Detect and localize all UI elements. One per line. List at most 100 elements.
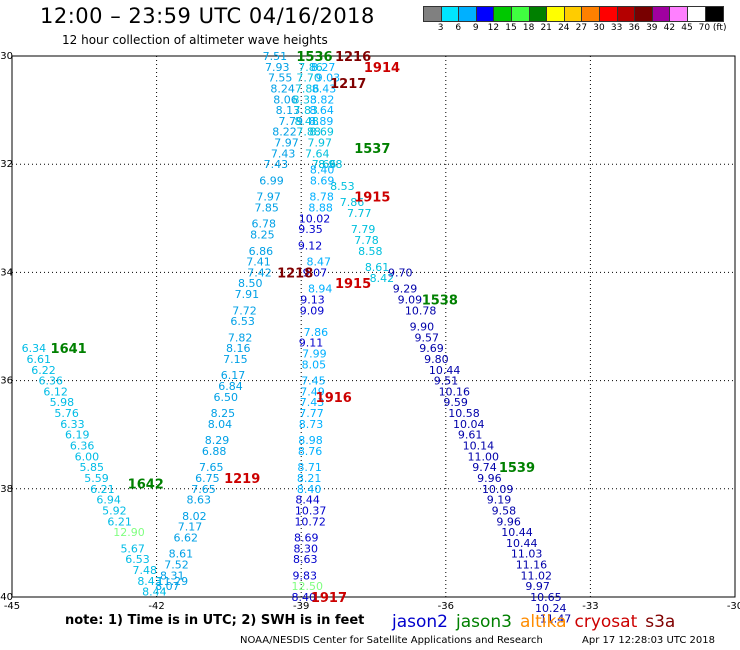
wave-height-point: 8.29 xyxy=(205,434,230,447)
pass-time-label: 1537 xyxy=(354,142,390,157)
pass-time-label: 1641 xyxy=(51,342,87,357)
wave-height-point: 8.82 xyxy=(310,93,335,106)
pass-time-label: 1217 xyxy=(330,77,366,92)
wave-height-point: 8.40 xyxy=(310,164,335,177)
wave-height-point: 9.09 xyxy=(398,293,423,306)
wave-height-point: 8.48 xyxy=(294,115,319,128)
wave-height-point: 7.77 xyxy=(347,207,372,220)
pass-time-label: 1915 xyxy=(354,191,390,206)
wave-height-point: 12.90 xyxy=(113,526,145,539)
wave-height-point: 9.13 xyxy=(300,293,325,306)
wave-height-point: 6.34 xyxy=(22,342,47,355)
x-tick-label: -45 xyxy=(4,601,20,612)
wave-height-point: 8.98 xyxy=(298,434,323,447)
wave-height-point: 7.82 xyxy=(228,331,253,344)
wave-height-point: 8.02 xyxy=(182,510,207,523)
wave-height-point: 10.09 xyxy=(482,483,514,496)
wave-height-point: 9.19 xyxy=(487,494,512,507)
wave-height-point: 8.88 xyxy=(308,201,333,214)
wave-height-point: 6.99 xyxy=(259,174,284,187)
wave-height-point: 6.53 xyxy=(230,315,255,328)
pass-time-label: 1539 xyxy=(499,461,535,476)
x-tick-label: -42 xyxy=(148,601,164,612)
color-scale-label: 15 xyxy=(505,23,517,33)
wave-height-point: 9.90 xyxy=(410,321,435,334)
wave-height-point: 7.64 xyxy=(305,147,330,160)
wave-height-point: 7.83 xyxy=(293,104,318,117)
wave-height-point: 5.92 xyxy=(102,504,127,517)
wave-height-point: 10.44 xyxy=(429,364,461,377)
wave-height-point: 8.53 xyxy=(330,180,355,193)
wave-height-point: 8.58 xyxy=(358,245,383,258)
wave-height-point: 6.36 xyxy=(39,375,64,388)
color-scale-label: 27 xyxy=(575,23,588,33)
wave-height-point: 8.43 xyxy=(137,575,162,588)
wave-height-point: 8.40 xyxy=(297,483,322,496)
y-tick-label: -38 xyxy=(0,484,13,495)
legend-entry-jason2: jason2 xyxy=(392,612,448,632)
wave-height-point: 7.79 xyxy=(351,223,376,236)
color-scale-label: 6 xyxy=(455,23,462,33)
wave-height-point: 7.15 xyxy=(223,353,248,366)
wave-height-point: 6.78 xyxy=(252,218,277,231)
units-note: note: 1) Time is in UTC; 2) SWH is in fe… xyxy=(65,613,365,628)
wave-height-point: 8.69 xyxy=(294,531,319,544)
pass-time-label: 1642 xyxy=(128,477,164,492)
x-tick-label: -30 xyxy=(727,601,740,612)
color-swatch xyxy=(704,6,725,22)
color-scale-label: 45 xyxy=(681,23,693,33)
wave-height-point: 7.77 xyxy=(299,407,324,420)
wave-height-point: 7.51 xyxy=(263,50,288,63)
satellite-legend: jason2 jason3 altika cryosat s3a xyxy=(392,612,683,632)
wave-height-point: 6.21 xyxy=(90,483,115,496)
wave-height-point: 7.48 xyxy=(133,564,158,577)
wave-height-point: 8.43 xyxy=(312,82,337,95)
pass-time-label: 1914 xyxy=(364,61,400,76)
wave-height-point: 7.86 xyxy=(298,61,323,74)
wave-height-point: 9.51 xyxy=(434,375,459,388)
pass-time-label: 1538 xyxy=(422,293,458,308)
wave-height-point: 7.88 xyxy=(296,126,321,139)
wave-height-point: 10.04 xyxy=(453,418,485,431)
pass-time-label: 1219 xyxy=(224,472,260,487)
wave-height-point: 8.25 xyxy=(211,407,236,420)
wave-height-point: 8.04 xyxy=(208,418,233,431)
wave-height-point: 8.16 xyxy=(226,342,251,355)
wave-height-point: 10.58 xyxy=(448,407,480,420)
wave-height-point: 8.22 xyxy=(272,126,297,139)
wave-height-point: 7.97 xyxy=(307,137,332,150)
legend-entry-jason3: jason3 xyxy=(456,612,512,632)
chart-title: 12:00 – 23:59 UTC 04/16/2018 xyxy=(40,4,375,28)
wave-height-point: 10.24 xyxy=(535,602,567,615)
wave-height-point: 11.29 xyxy=(157,575,189,588)
wave-height-point: 9.61 xyxy=(458,429,483,442)
color-scale-label: 3 xyxy=(437,23,444,33)
wave-height-point: 8.47 xyxy=(307,256,332,269)
wave-height-point: 6.86 xyxy=(249,245,273,258)
x-tick-label: -36 xyxy=(438,601,454,612)
wave-height-point: 7.42 xyxy=(247,266,272,279)
wave-height-point: 7.43 xyxy=(264,158,289,171)
wave-height-point: 8.61 xyxy=(169,548,194,561)
wave-height-point: 7.65 xyxy=(191,483,216,496)
wave-height-point: 8.69 xyxy=(310,174,335,187)
wave-height-point: 6.75 xyxy=(195,472,220,485)
x-tick-label: -33 xyxy=(582,601,598,612)
legend-entry-s3a: s3a xyxy=(645,612,676,632)
pass-time-label: 1536 xyxy=(296,50,332,65)
wave-height-point: 9.69 xyxy=(419,342,444,355)
wave-height-point: 9.11 xyxy=(299,337,324,350)
wave-height-point: 7.99 xyxy=(302,348,327,361)
wave-height-point: 8.64 xyxy=(309,104,334,117)
wave-height-point: 7.43 xyxy=(271,147,296,160)
pass-time-label: 1916 xyxy=(316,391,352,406)
wave-height-point: 6.50 xyxy=(213,391,238,404)
wave-height-point: 8.25 xyxy=(250,229,275,242)
wave-height-point: 7.93 xyxy=(265,61,290,74)
pass-time-label: 1216 xyxy=(335,50,371,65)
axis-ticks: -45 -42 -39 -36 -33 -30 -30 -32 -34 -36 -38 -40 xyxy=(0,51,740,612)
chart-subtitle: 12 hour collection of altimeter wave hei… xyxy=(62,33,328,47)
wave-height-point: 10.37 xyxy=(295,504,327,517)
wave-height-point: 11.02 xyxy=(521,569,553,582)
